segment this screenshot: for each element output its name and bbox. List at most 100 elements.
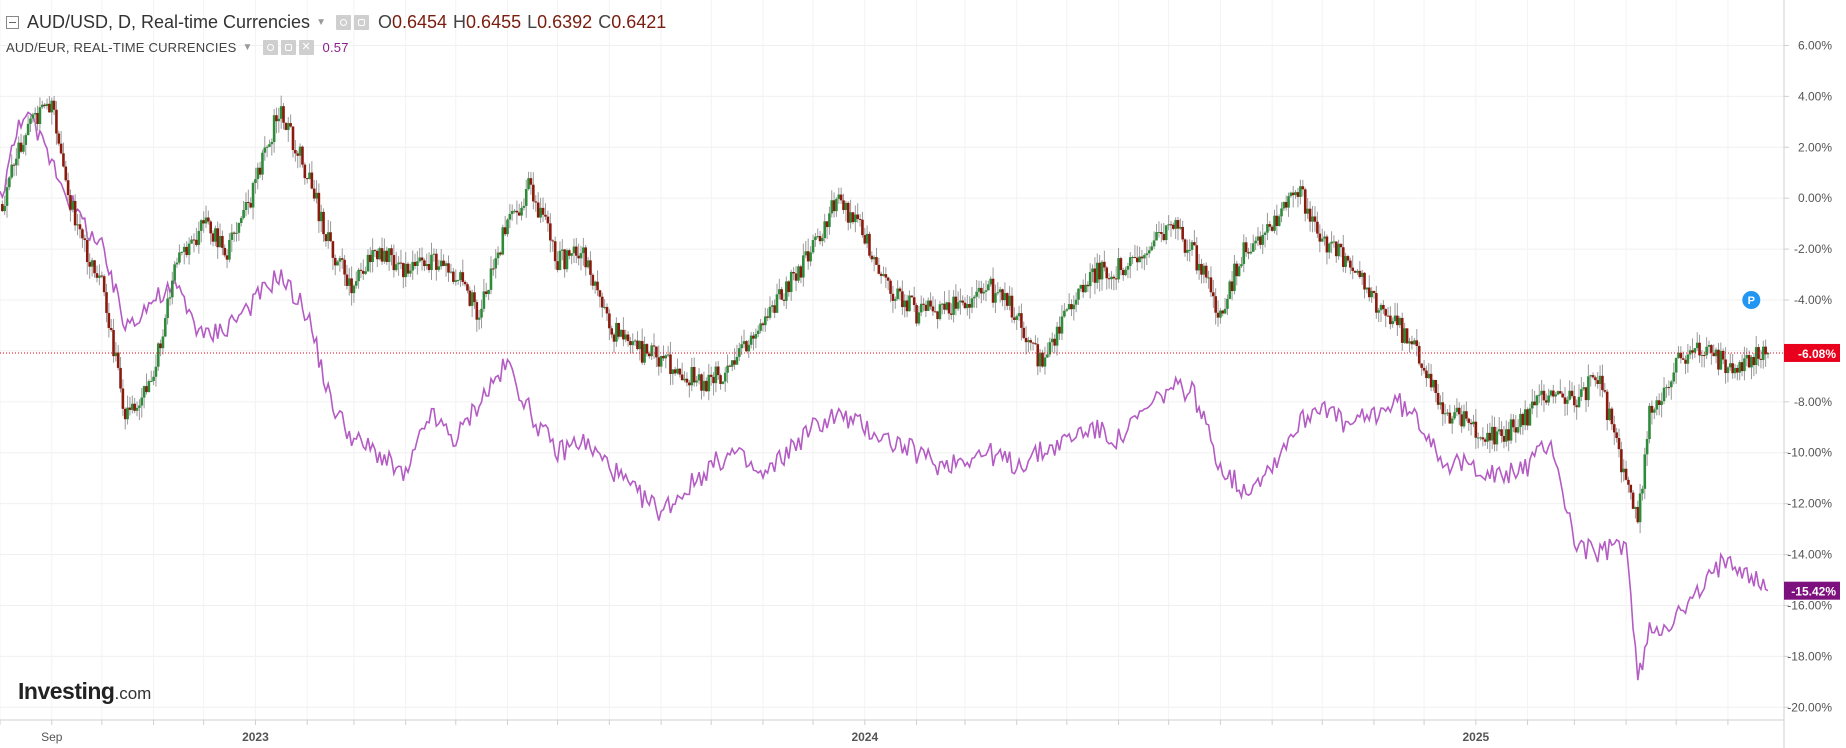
candle-up (1745, 354, 1749, 359)
candle-up (459, 272, 462, 280)
candle-up (1450, 418, 1454, 424)
candle-down (1081, 284, 1085, 293)
candle-down (475, 302, 479, 320)
candle-down (980, 287, 983, 294)
candle-up (1754, 347, 1758, 366)
time-axis[interactable]: Sep 2023 2024 2025 (0, 720, 1729, 744)
candle-down (733, 360, 736, 365)
visibility-icon[interactable] (335, 15, 351, 30)
chevron-down-icon[interactable]: ▼ (242, 42, 253, 53)
candle-up (489, 268, 493, 290)
candle-down (66, 180, 70, 196)
candle-up (404, 263, 407, 278)
compare-series-title[interactable]: AUD/EUR, REAL-TIME CURRENCIES (6, 40, 237, 55)
candle-up (973, 296, 976, 299)
candle-down (1086, 284, 1090, 287)
badge-icon[interactable] (1742, 291, 1761, 309)
collapse-icon[interactable] (6, 16, 19, 29)
candle-up (695, 380, 698, 383)
gear-icon[interactable] (353, 15, 369, 30)
candle-up (989, 278, 993, 285)
candle-up (261, 152, 264, 175)
candle-up (603, 306, 606, 308)
candle-up (1150, 246, 1153, 251)
candle-down (121, 388, 125, 409)
y-tick-label: -8.00% (1794, 395, 1832, 409)
candle-up (821, 238, 824, 242)
candle-down (591, 274, 595, 286)
candle-down (963, 302, 967, 309)
candle-down (596, 281, 599, 291)
candle-up (707, 374, 711, 392)
candle-down (1176, 220, 1180, 229)
candle-up (977, 287, 981, 292)
close-icon[interactable] (298, 40, 314, 55)
candle-down (390, 248, 393, 256)
candle-down (100, 275, 104, 277)
candle-up (90, 260, 94, 267)
candle-down (818, 236, 822, 242)
candle-up (204, 217, 208, 224)
y-tick-label: -10.00% (1787, 446, 1832, 460)
candle-down (1526, 409, 1529, 426)
candle-down (931, 306, 935, 312)
candle-up (1095, 262, 1099, 283)
candle-up (1254, 240, 1257, 244)
candle-up (1589, 375, 1592, 377)
candle-down (282, 106, 285, 123)
candle-down (1603, 390, 1607, 392)
candle-up (1726, 367, 1730, 374)
candle-down (870, 255, 874, 260)
candle-up (882, 274, 885, 276)
y-tick-label: -14.00% (1787, 548, 1832, 562)
candle-down (1209, 277, 1213, 293)
candle-up (214, 228, 217, 242)
candle-up (1337, 243, 1340, 257)
candle-up (1537, 394, 1541, 396)
candle-up (721, 381, 725, 384)
gear-icon[interactable] (280, 40, 296, 55)
candle-down (924, 304, 928, 311)
candle-down (541, 207, 545, 215)
candle-up (1240, 264, 1243, 267)
candle-down (577, 255, 580, 259)
candle-down (159, 343, 162, 349)
candle-down (1717, 349, 1720, 370)
candle-up (409, 270, 412, 274)
candle-down (1650, 405, 1654, 413)
main-series-title[interactable]: AUD/USD, D, Real-time Currencies (27, 12, 311, 32)
candle-up (1598, 375, 1602, 384)
chevron-down-icon[interactable]: ▼ (316, 17, 326, 28)
candle-up (1360, 272, 1364, 277)
candle-down (12, 164, 16, 166)
candle-up (643, 344, 646, 363)
candle-up (1055, 326, 1059, 346)
candle-up (1728, 363, 1732, 368)
candle-up (1164, 225, 1168, 241)
candle-up (996, 292, 1000, 294)
candle-up (437, 266, 441, 270)
candle-down (879, 273, 883, 276)
candle-up (940, 303, 944, 305)
candle-up (1403, 328, 1406, 343)
candle-down (1752, 356, 1756, 366)
candle-down (544, 214, 547, 217)
visibility-icon[interactable] (262, 40, 278, 55)
candle-down (1488, 432, 1492, 441)
candle-up (242, 209, 245, 218)
candle-up (5, 187, 9, 206)
candle-down (294, 150, 297, 154)
candle-down (1221, 310, 1225, 314)
candle-up (1660, 401, 1663, 405)
candle-up (959, 300, 962, 303)
candle-down (1169, 224, 1173, 226)
candle-down (402, 263, 405, 278)
candle-up (26, 123, 30, 136)
candle-down (73, 201, 77, 226)
current-price-tag-label: -6.08% (1798, 347, 1836, 361)
candle-up (1519, 413, 1522, 428)
candle-up (835, 198, 838, 212)
candle-down (1493, 426, 1496, 445)
candle-up (1398, 317, 1402, 326)
